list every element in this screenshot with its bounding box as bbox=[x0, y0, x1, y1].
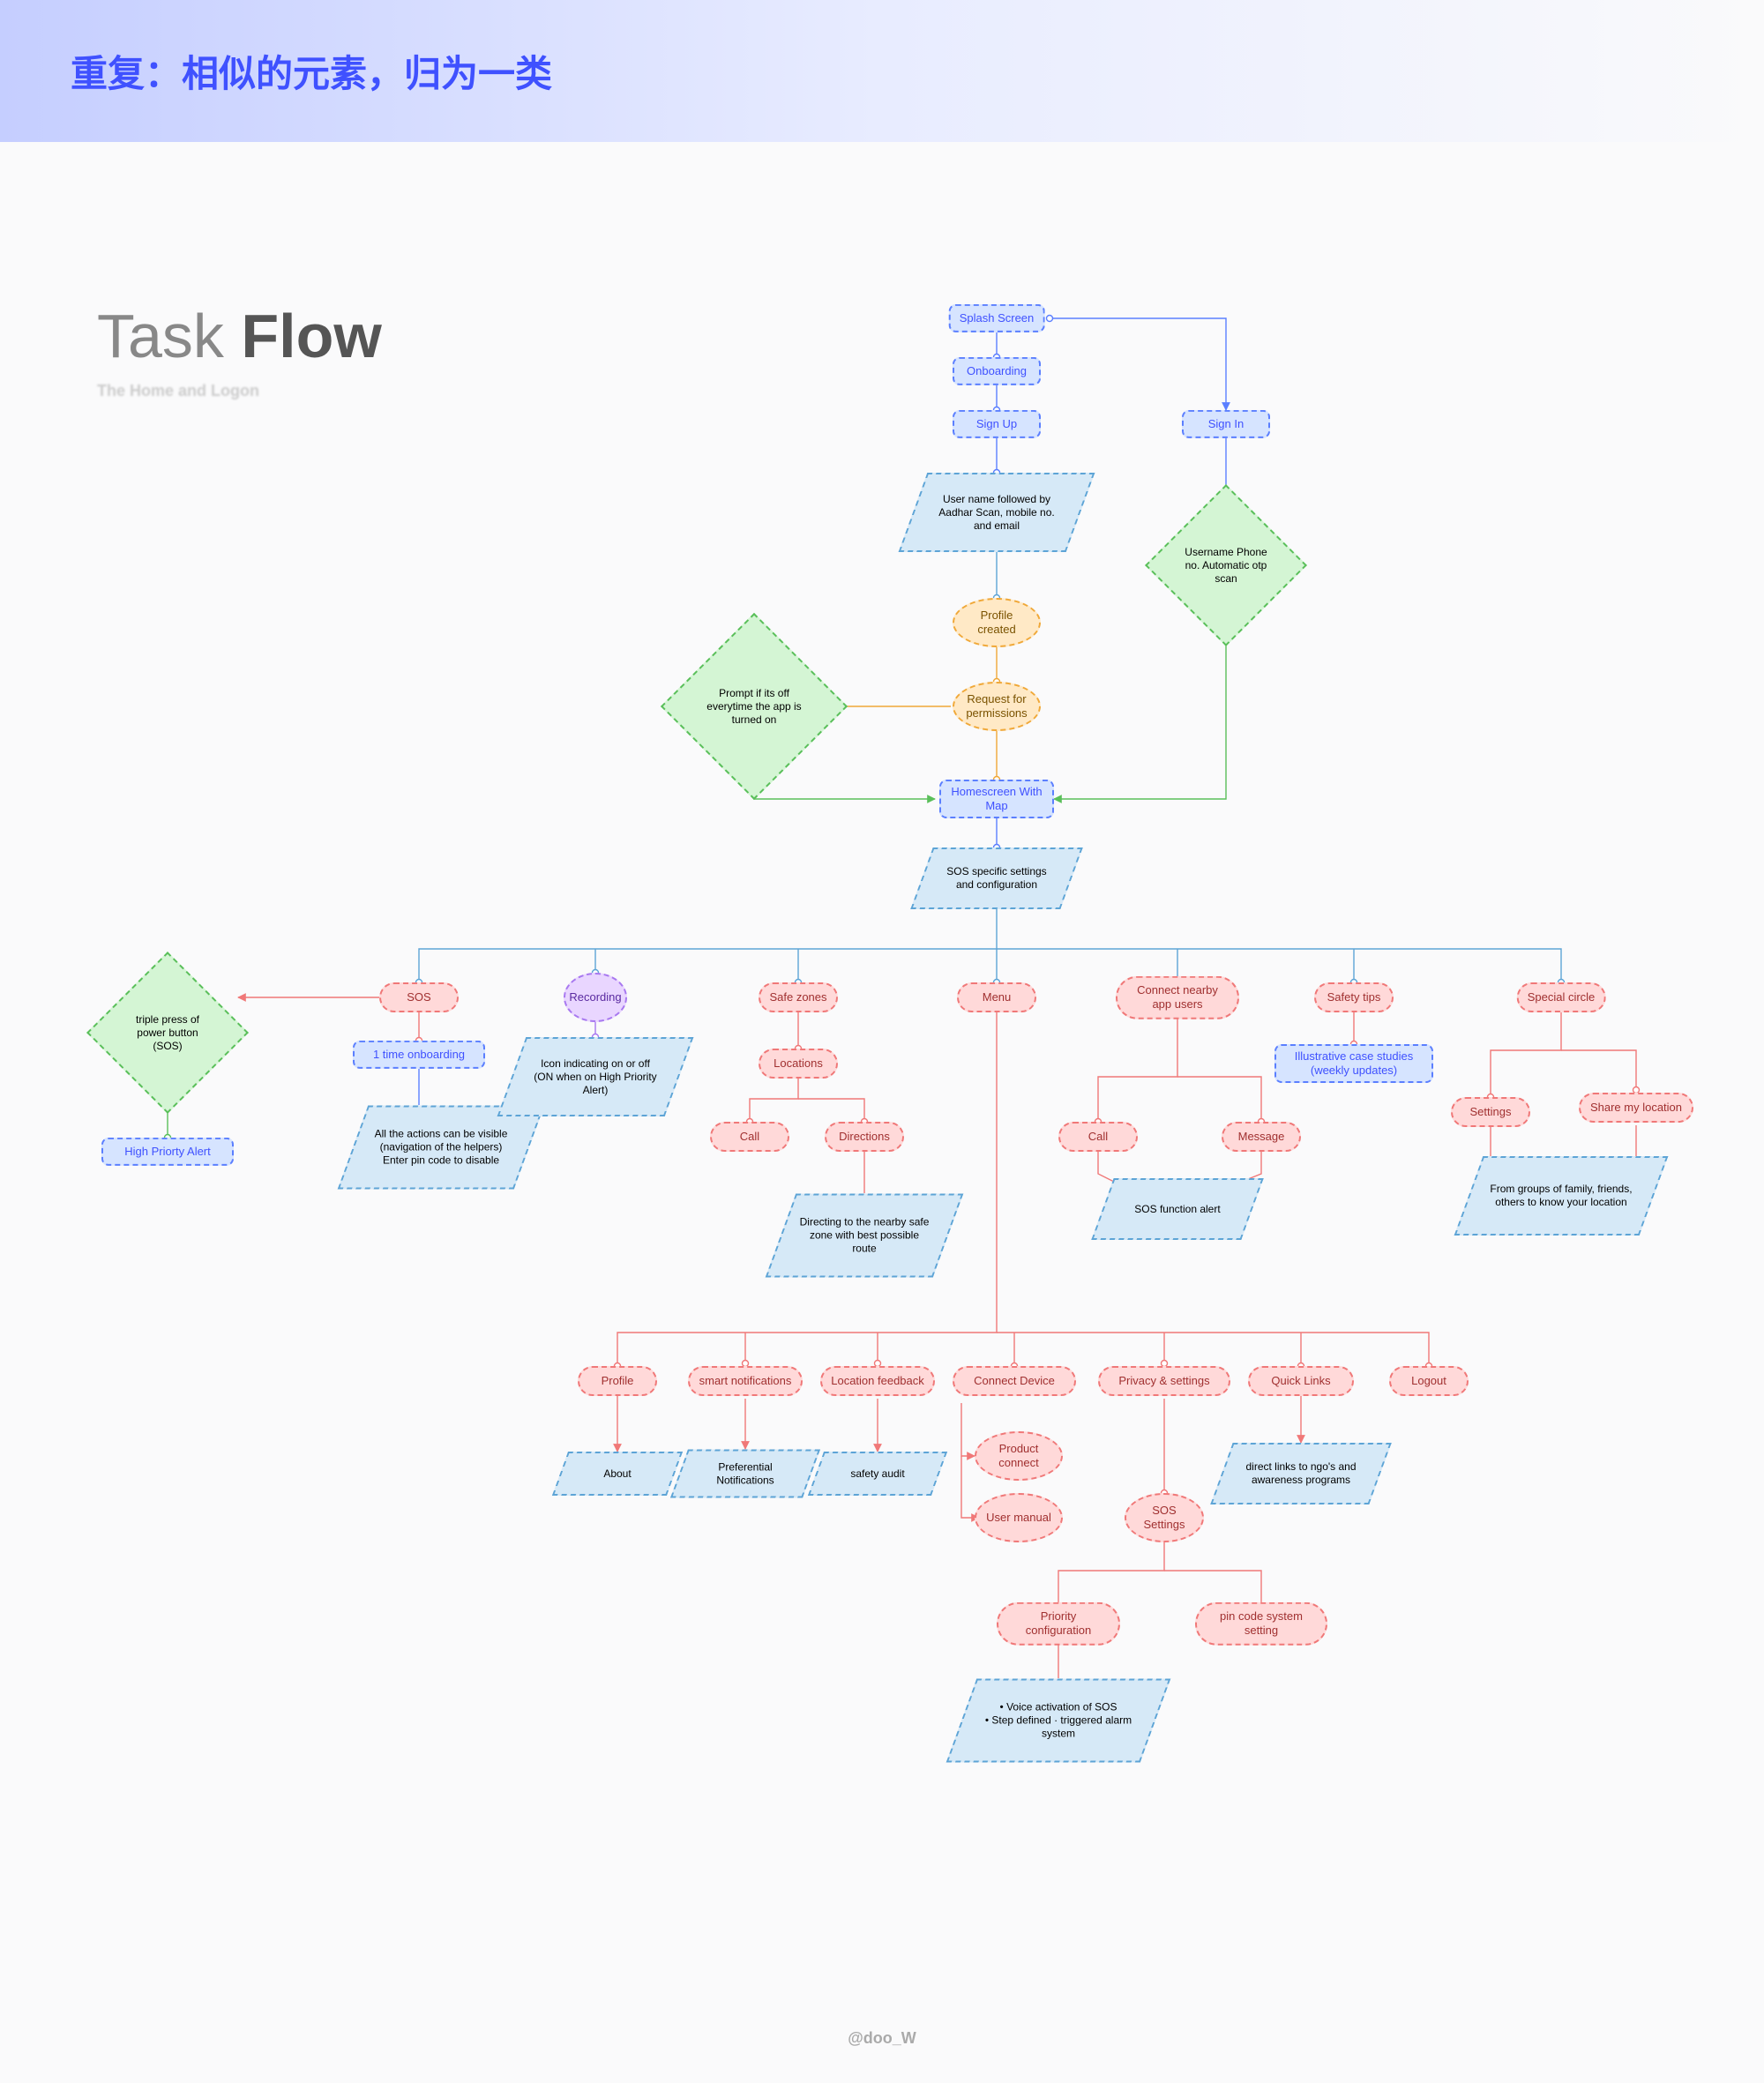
node-icon_para: Icon indicating on or off (ON when on Hi… bbox=[512, 1037, 679, 1116]
node-sos: SOS bbox=[379, 982, 459, 1012]
node-call_menu: Call bbox=[1058, 1122, 1138, 1152]
node-profile_created: Profile created bbox=[953, 598, 1041, 647]
node-safezones: Safe zones bbox=[759, 982, 838, 1012]
node-connect_nearby: Connect nearby app users bbox=[1116, 976, 1239, 1019]
node-req_perm: Request for permissions bbox=[953, 682, 1041, 731]
diagram-title: Task Flow The Home and Logon bbox=[97, 301, 382, 400]
node-actions_para: All the actions can be visible (navigati… bbox=[353, 1106, 529, 1190]
edge bbox=[1164, 1571, 1261, 1606]
node-voice_para: • Voice activation of SOS • Step defined… bbox=[961, 1679, 1155, 1763]
node-special_circle: Special circle bbox=[1517, 982, 1606, 1012]
node-message: Message bbox=[1222, 1122, 1301, 1152]
node-username_para: User name followed by Aadhar Scan, mobil… bbox=[913, 473, 1080, 552]
node-smart_notif: smart notifications bbox=[688, 1366, 803, 1396]
node-recording: Recording bbox=[564, 973, 627, 1022]
node-logout: Logout bbox=[1389, 1366, 1469, 1396]
header-title: 重复：相似的元素，归为一类 bbox=[71, 44, 1693, 98]
node-product_connect: Product connect bbox=[975, 1431, 1063, 1481]
node-privacy: Privacy & settings bbox=[1098, 1366, 1230, 1396]
diagram-canvas: Task Flow The Home and Logon Splash Scre… bbox=[0, 142, 1764, 1994]
node-quick_links: Quick Links bbox=[1248, 1366, 1354, 1396]
node-share_loc: Share my location bbox=[1579, 1093, 1693, 1123]
node-sos_alert_para: SOS function alert bbox=[1102, 1178, 1252, 1240]
node-loc_feedback: Location feedback bbox=[820, 1366, 935, 1396]
edge bbox=[1491, 1012, 1561, 1097]
node-prompt_off: Prompt if its off everytime the app is t… bbox=[688, 640, 820, 773]
node-settings: Settings bbox=[1451, 1097, 1530, 1127]
header-band: 重复：相似的元素，归为一类 bbox=[0, 0, 1764, 142]
node-priority_config: Priority configuration bbox=[997, 1602, 1120, 1646]
node-sos_para: SOS specific settings and configuration bbox=[922, 847, 1072, 909]
node-directions: Directions bbox=[825, 1122, 904, 1152]
node-home: Homescreen With Map bbox=[939, 780, 1054, 818]
node-direct_links: direct links to ngo's and awareness prog… bbox=[1222, 1443, 1380, 1504]
node-sos_settings: SOS Settings bbox=[1125, 1493, 1204, 1542]
edge bbox=[997, 949, 1561, 982]
edge bbox=[798, 1099, 864, 1122]
node-signin: Sign In bbox=[1182, 410, 1270, 438]
node-connect_device: Connect Device bbox=[953, 1366, 1076, 1396]
edge bbox=[1098, 1015, 1177, 1122]
node-signin_dia: Username Phone no. Automatic otp scan bbox=[1169, 508, 1283, 623]
edge bbox=[1177, 1077, 1261, 1122]
edges-layer bbox=[0, 142, 1764, 1994]
footer-credit: @doo_W bbox=[0, 1994, 1764, 2083]
node-locations: Locations bbox=[759, 1049, 838, 1079]
node-triple_press: triple press of power button (SOS) bbox=[110, 975, 225, 1090]
node-safety_audit: safety audit bbox=[816, 1452, 939, 1496]
node-call: Call bbox=[710, 1122, 789, 1152]
title-bold: Flow bbox=[241, 302, 381, 370]
node-signup: Sign Up bbox=[953, 410, 1041, 438]
node-pincode_sys: pin code system setting bbox=[1195, 1602, 1327, 1646]
edge bbox=[419, 909, 997, 982]
node-groups_para: From groups of family, friends, others t… bbox=[1469, 1156, 1654, 1236]
edge bbox=[961, 1403, 975, 1456]
node-profile: Profile bbox=[578, 1366, 657, 1396]
node-illus: Illustrative case studies (weekly update… bbox=[1274, 1044, 1433, 1083]
edge bbox=[1058, 1542, 1164, 1606]
title-light: Task bbox=[97, 302, 241, 370]
edge bbox=[1050, 318, 1226, 410]
node-high_priority: High Priorty Alert bbox=[101, 1138, 234, 1166]
node-safety_tips: Safety tips bbox=[1314, 982, 1394, 1012]
node-user_manual: User manual bbox=[975, 1493, 1063, 1542]
node-menu: Menu bbox=[957, 982, 1036, 1012]
node-onetime: 1 time onboarding bbox=[353, 1041, 485, 1069]
edge bbox=[1054, 631, 1226, 799]
node-splash: Splash Screen bbox=[949, 304, 1045, 332]
edge bbox=[997, 1333, 1429, 1366]
node-direct_para: Directing to the nearby safe zone with b… bbox=[781, 1194, 948, 1278]
edge bbox=[754, 781, 935, 799]
node-about: About bbox=[560, 1452, 675, 1496]
node-onboarding: Onboarding bbox=[953, 357, 1041, 385]
title-sub: The Home and Logon bbox=[97, 382, 382, 400]
edge bbox=[1561, 1050, 1636, 1090]
node-pref_notif: Preferential Notifications bbox=[679, 1450, 811, 1498]
edge bbox=[750, 1079, 798, 1122]
